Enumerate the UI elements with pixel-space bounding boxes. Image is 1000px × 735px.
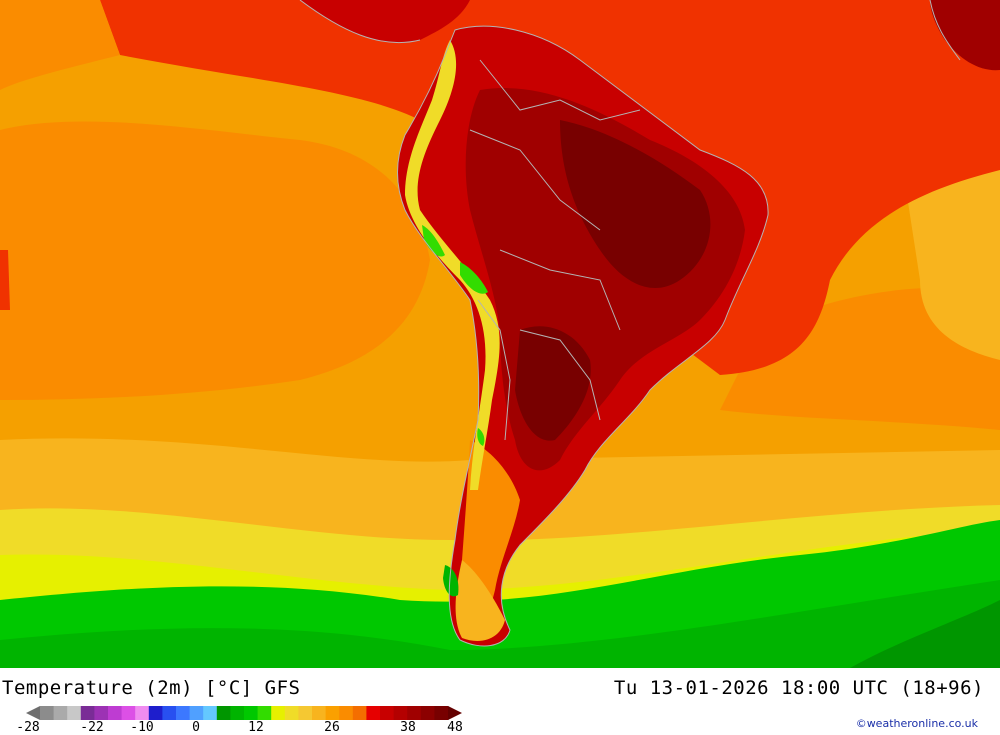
valid-time: Tu 13-01-2026 18:00 UTC (18+96) <box>613 677 984 699</box>
map-footer: Temperature (2m) [°C] GFS Tu 13-01-2026 … <box>0 668 1000 735</box>
central-america-land <box>300 0 470 43</box>
band-darkest-green <box>850 600 1000 668</box>
scale-swatch <box>257 706 272 720</box>
scale-tick-label: -22 <box>80 720 104 735</box>
scale-swatch <box>339 706 354 720</box>
andes-green-2 <box>460 262 488 294</box>
country-borders <box>299 0 961 647</box>
andes-cool-strip <box>405 40 500 490</box>
scale-tick-label: 48 <box>447 720 463 735</box>
andes-green-4 <box>477 428 485 446</box>
scale-swatch <box>312 706 327 720</box>
land-hottest-core <box>515 120 711 441</box>
band-dark-green <box>0 580 1000 668</box>
ocean-pale-right <box>900 145 1000 360</box>
scale-swatch <box>244 706 259 720</box>
scale-swatch <box>135 706 150 720</box>
scale-swatch <box>284 706 299 720</box>
scale-swatch <box>407 706 422 720</box>
scale-swatch <box>176 706 191 720</box>
scale-swatch <box>40 706 55 720</box>
scale-swatch <box>352 706 367 720</box>
scale-swatch <box>393 706 408 720</box>
caribbean-island-land <box>930 0 1000 71</box>
color-scale-ticks: -28 -22 -10 0 12 26 38 48 <box>0 720 480 735</box>
scale-arrow-high <box>448 706 462 720</box>
temperature-map <box>0 0 1000 668</box>
andes-green-3 <box>443 565 459 597</box>
scale-tick-label: 26 <box>324 720 340 735</box>
scale-swatch <box>203 706 218 720</box>
andes-green-1 <box>422 225 445 257</box>
scale-tick-label: 0 <box>192 720 200 735</box>
scale-swatch <box>94 706 109 720</box>
scale-swatch <box>298 706 313 720</box>
scale-arrow-low <box>26 706 40 720</box>
color-scale-bar <box>26 706 462 720</box>
scale-swatch <box>380 706 395 720</box>
scale-swatch <box>80 706 95 720</box>
tropical-band-west <box>0 250 10 310</box>
scale-swatch <box>230 706 245 720</box>
scale-tick-label: -10 <box>130 720 154 735</box>
scale-swatch <box>53 706 68 720</box>
scale-swatch <box>216 706 231 720</box>
scale-tick-label: 38 <box>400 720 416 735</box>
scale-swatch <box>420 706 435 720</box>
patagonia-south <box>455 560 505 641</box>
scale-swatch <box>366 706 381 720</box>
credit-link[interactable]: ©weatheronline.co.uk <box>855 717 978 730</box>
scale-swatch <box>148 706 163 720</box>
scale-swatch <box>434 706 449 720</box>
scale-swatch <box>325 706 340 720</box>
scale-swatch <box>271 706 286 720</box>
scale-swatch <box>67 706 82 720</box>
scale-swatch <box>108 706 123 720</box>
map-title: Temperature (2m) [°C] GFS <box>2 677 301 699</box>
ocean-orange-left <box>0 121 430 401</box>
scale-swatch <box>121 706 136 720</box>
scale-tick-label: -28 <box>16 720 40 735</box>
pacific-orange-north <box>0 0 120 90</box>
scale-tick-label: 12 <box>248 720 264 735</box>
scale-swatch <box>162 706 177 720</box>
scale-swatch <box>189 706 204 720</box>
